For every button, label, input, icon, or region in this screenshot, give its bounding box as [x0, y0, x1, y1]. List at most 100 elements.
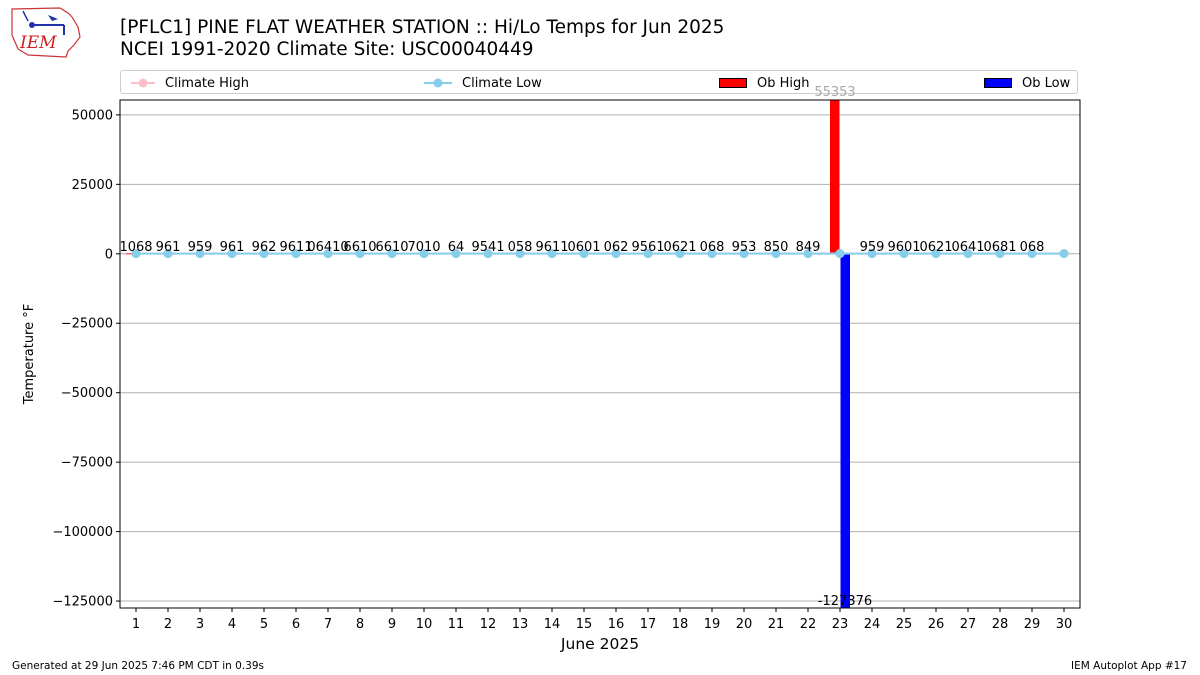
x-tick-label: 21	[768, 617, 785, 632]
bar-ob-high	[830, 100, 840, 254]
x-tick-label: 26	[928, 617, 945, 632]
x-tick-label: 27	[960, 617, 977, 632]
x-tick-label: 10	[416, 617, 433, 632]
x-tick-label: 28	[992, 617, 1009, 632]
bar-value-label: 961	[220, 240, 245, 255]
legend-item-climate-low: Climate Low	[424, 74, 542, 92]
legend-label-climate-high: Climate High	[165, 75, 250, 91]
bar-value-label: 1068	[119, 240, 152, 255]
bar-value-label: 06410	[307, 240, 348, 255]
y-tick-label: −75000	[61, 456, 113, 471]
x-tick-label: 12	[480, 617, 497, 632]
climate-low-marker	[803, 249, 813, 259]
legend-label-ob-high: Ob High	[757, 75, 810, 91]
x-tick-label: 30	[1056, 617, 1073, 632]
bar-value-label: 962	[252, 240, 277, 255]
bar-value-label: 062	[604, 240, 629, 255]
climate-low-marker	[483, 249, 493, 259]
bar-value-label: 0601	[567, 240, 600, 255]
climate-low-marker	[931, 249, 941, 259]
plot-frame	[119, 99, 1081, 609]
chart-title: [PFLC1] PINE FLAT WEATHER STATION :: Hi/…	[120, 17, 724, 61]
y-tick-label: −50000	[61, 386, 113, 401]
climate-low-marker	[1059, 249, 1069, 259]
x-tick-label: 22	[800, 617, 817, 632]
bar-value-label: 959	[188, 240, 213, 255]
bar-ob-high	[126, 253, 136, 255]
climate-low-marker	[963, 249, 973, 259]
x-axis-label: June 2025	[560, 635, 639, 653]
climate-low-marker	[131, 249, 141, 259]
svg-text:IEM: IEM	[19, 33, 57, 53]
legend-swatch-climate-high	[131, 78, 155, 88]
x-tick-label: 14	[544, 617, 561, 632]
bar-value-label: 068	[1020, 240, 1045, 255]
y-tick-label: −100000	[52, 525, 113, 540]
bar-value-label: 0621	[919, 240, 952, 255]
bar-value-label: 849	[796, 240, 821, 255]
climate-low-marker	[259, 249, 269, 259]
bar-value-label: 068	[700, 240, 725, 255]
bar-value-label: 9611	[279, 240, 312, 255]
climate-low-marker	[867, 249, 877, 259]
x-tick-label: 13	[512, 617, 529, 632]
climate-low-marker	[707, 249, 717, 259]
climate-low-marker	[675, 249, 685, 259]
legend-label-ob-low: Ob Low	[1022, 75, 1071, 91]
climate-low-marker	[739, 249, 749, 259]
legend-swatch-ob-low	[984, 78, 1012, 88]
climate-low-marker	[579, 249, 589, 259]
x-tick-label: 15	[576, 617, 593, 632]
x-tick-label: 3	[196, 617, 204, 632]
y-tick-label: 0	[105, 247, 113, 262]
bar-value-label: 9601	[887, 240, 920, 255]
bar-value-label: 6610	[343, 240, 376, 255]
x-tick-label: 4	[228, 617, 236, 632]
y-tick-label: −25000	[61, 317, 113, 332]
bar-value-label: 0681	[983, 240, 1016, 255]
y-tick-label: 25000	[72, 178, 113, 193]
y-tick-label: −125000	[52, 595, 113, 610]
climate-low-marker	[899, 249, 909, 259]
bar-value-label: 7010	[407, 240, 440, 255]
bar-value-label: 953	[732, 240, 757, 255]
y-axis-label: Temperature °F	[22, 304, 37, 405]
x-tick-label: 9	[388, 617, 396, 632]
x-tick-label: 24	[864, 617, 881, 632]
bar-value-label: 850	[764, 240, 789, 255]
y-tick-label: 50000	[72, 108, 113, 123]
x-tick-label: 25	[896, 617, 913, 632]
bar-value-label: 9561	[631, 240, 664, 255]
climate-low-marker	[387, 249, 397, 259]
climate-low-marker	[323, 249, 333, 259]
title-line-2: NCEI 1991-2020 Climate Site: USC00040449	[120, 39, 534, 60]
iem-logo-icon: IEM	[11, 7, 81, 58]
x-tick-label: 7	[324, 617, 332, 632]
climate-low-marker	[355, 249, 365, 259]
x-tick-label: 6	[292, 617, 300, 632]
climate-low-marker	[227, 249, 237, 259]
bar-value-label-ob-high-extreme: 55353	[814, 85, 855, 100]
x-tick-label: 20	[736, 617, 753, 632]
climate-low-marker	[643, 249, 653, 259]
footer-app-id: IEM Autoplot App #17	[1071, 660, 1187, 672]
bar-value-label: 0641	[951, 240, 984, 255]
climate-low-marker	[291, 249, 301, 259]
x-tick-label: 2	[164, 617, 172, 632]
legend-item-ob-high: Ob High	[719, 74, 810, 92]
climate-low-marker	[995, 249, 1005, 259]
bar-value-label: 64	[448, 240, 465, 255]
bar-value-label: 961	[156, 240, 181, 255]
x-tick-label: 1	[132, 617, 140, 632]
legend-label-climate-low: Climate Low	[462, 75, 542, 91]
climate-low-marker	[1027, 249, 1037, 259]
climate-low-marker	[163, 249, 173, 259]
x-tick-label: 23	[832, 617, 849, 632]
x-tick-label: 29	[1024, 617, 1041, 632]
legend-swatch-climate-low	[424, 78, 452, 88]
bar-value-label: 0621	[663, 240, 696, 255]
climate-low-marker	[835, 249, 845, 259]
bar-value-label: 959	[860, 240, 885, 255]
x-tick-label: 8	[356, 617, 364, 632]
